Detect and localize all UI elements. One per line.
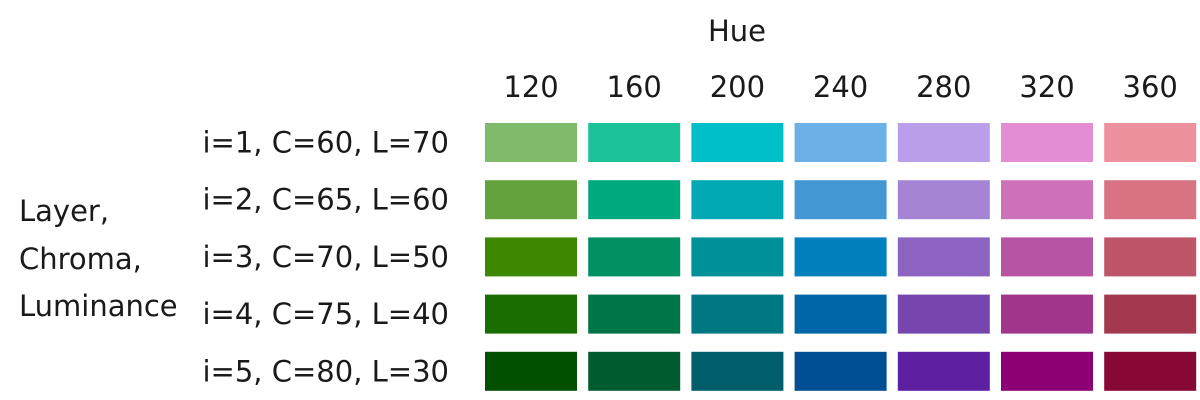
y-tick-label: i=4, C=75, L=40 [203,297,450,331]
color-cell [1001,294,1093,334]
color-cell [1001,351,1093,391]
x-tick-label: 240 [813,70,868,104]
y-axis-title: Layer, Chroma, Luminance [19,194,178,323]
color-cell [897,123,990,162]
color-cell [691,123,784,162]
x-tick-label: 200 [710,70,765,104]
color-cell [1104,294,1197,334]
color-cell [691,294,784,334]
color-cells [485,123,1197,391]
y-tick-labels: i=1, C=60, L=70 i=2, C=65, L=60 i=3, C=70,… [203,126,450,389]
color-cell [691,237,784,277]
color-cell [691,351,784,391]
color-cell [897,180,990,220]
color-cell [588,294,681,334]
color-cell [691,180,784,220]
color-cell [1001,123,1093,162]
y-axis-title-line: Chroma, [19,242,142,276]
color-cell [485,351,577,391]
color-cell [794,294,887,334]
color-cell [897,351,990,391]
x-tick-label: 320 [1019,70,1074,104]
color-cell [485,180,577,220]
x-tick-label: 360 [1123,70,1178,104]
color-cell [897,237,990,277]
color-cell [588,351,681,391]
y-tick-label: i=3, C=70, L=50 [203,240,450,274]
color-cell [794,237,887,277]
x-tick-label: 120 [503,70,558,104]
x-tick-label: 280 [916,70,971,104]
x-axis-title: Hue [708,14,766,48]
color-cell [588,237,681,277]
color-cell [1104,180,1197,220]
color-cell [588,123,681,162]
y-axis-title-line: Luminance [19,289,178,323]
y-tick-label: i=1, C=60, L=70 [203,126,450,160]
color-cell [794,123,887,162]
color-cell [794,180,887,220]
x-tick-label: 160 [607,70,662,104]
color-cell [1001,180,1093,220]
color-cell [1104,123,1197,162]
color-cell [897,294,990,334]
color-cell [1001,237,1093,277]
color-cell [485,294,577,334]
x-tick-labels: 120 160 200 240 280 320 360 [503,70,1178,104]
y-axis-title-line: Layer, [19,194,109,228]
y-tick-label: i=5, C=80, L=30 [203,354,450,388]
color-cell [1104,351,1197,391]
color-cell [485,237,577,277]
y-tick-label: i=2, C=65, L=60 [203,183,450,217]
color-cell [1104,237,1197,277]
color-cell [485,123,577,162]
color-cell [794,351,887,391]
color-cell [588,180,681,220]
